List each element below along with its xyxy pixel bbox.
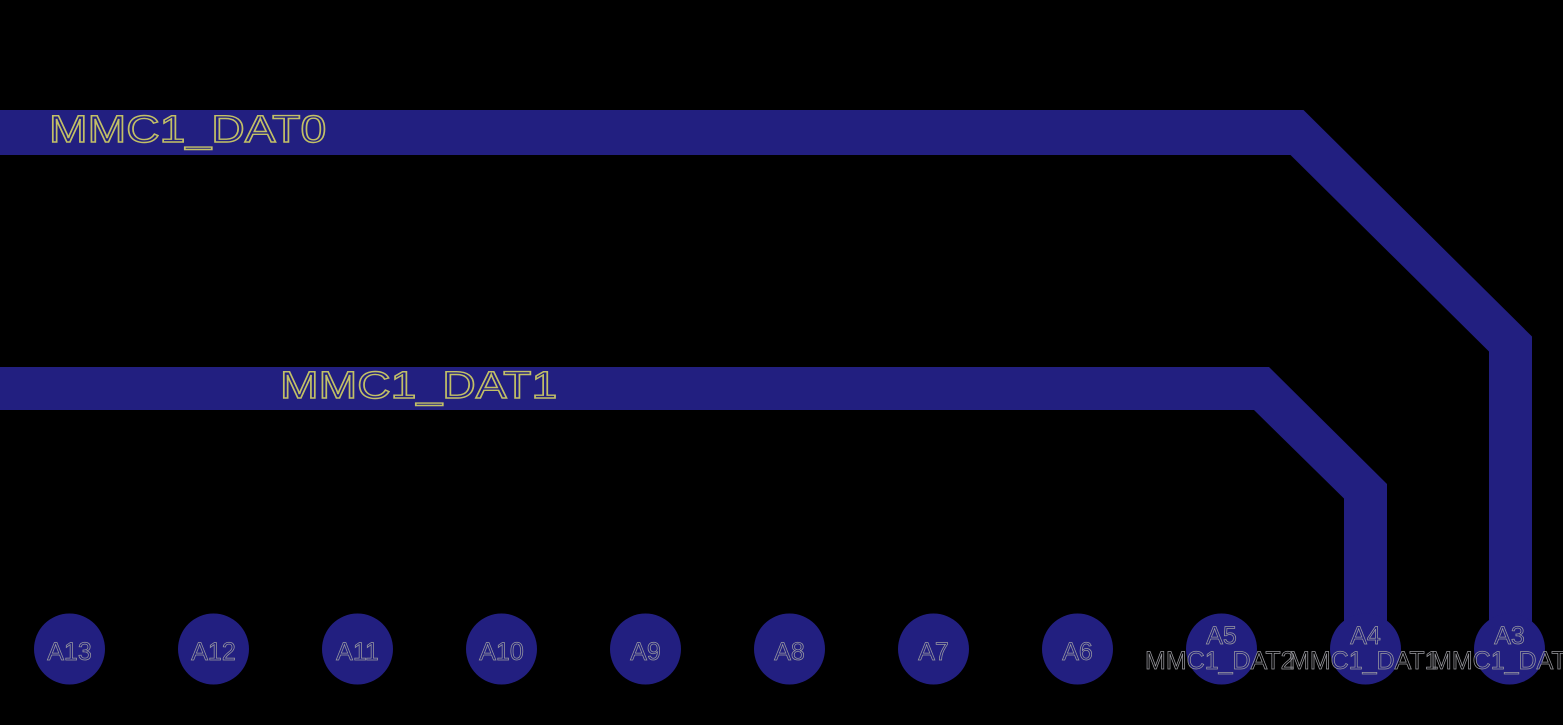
svg-text:A3: A3 bbox=[1494, 622, 1525, 650]
svg-text:A4: A4 bbox=[1350, 622, 1381, 650]
svg-text:A9: A9 bbox=[630, 638, 661, 666]
svg-text:MMC1_DAT2: MMC1_DAT2 bbox=[1145, 647, 1295, 675]
svg-text:MMC1_DAT0: MMC1_DAT0 bbox=[1431, 647, 1563, 675]
svg-text:A8: A8 bbox=[774, 638, 805, 666]
svg-text:A12: A12 bbox=[191, 638, 235, 666]
svg-text:A10: A10 bbox=[479, 638, 523, 666]
svg-text:A5: A5 bbox=[1206, 622, 1237, 650]
svg-text:MMC1_DAT1: MMC1_DAT1 bbox=[280, 364, 557, 406]
svg-text:A7: A7 bbox=[918, 638, 949, 666]
svg-text:MMC1_DAT0: MMC1_DAT0 bbox=[49, 108, 326, 150]
svg-text:A11: A11 bbox=[336, 638, 379, 666]
svg-text:A6: A6 bbox=[1062, 638, 1093, 666]
svg-text:MMC1_DAT1: MMC1_DAT1 bbox=[1289, 647, 1439, 675]
svg-text:A13: A13 bbox=[47, 638, 91, 666]
